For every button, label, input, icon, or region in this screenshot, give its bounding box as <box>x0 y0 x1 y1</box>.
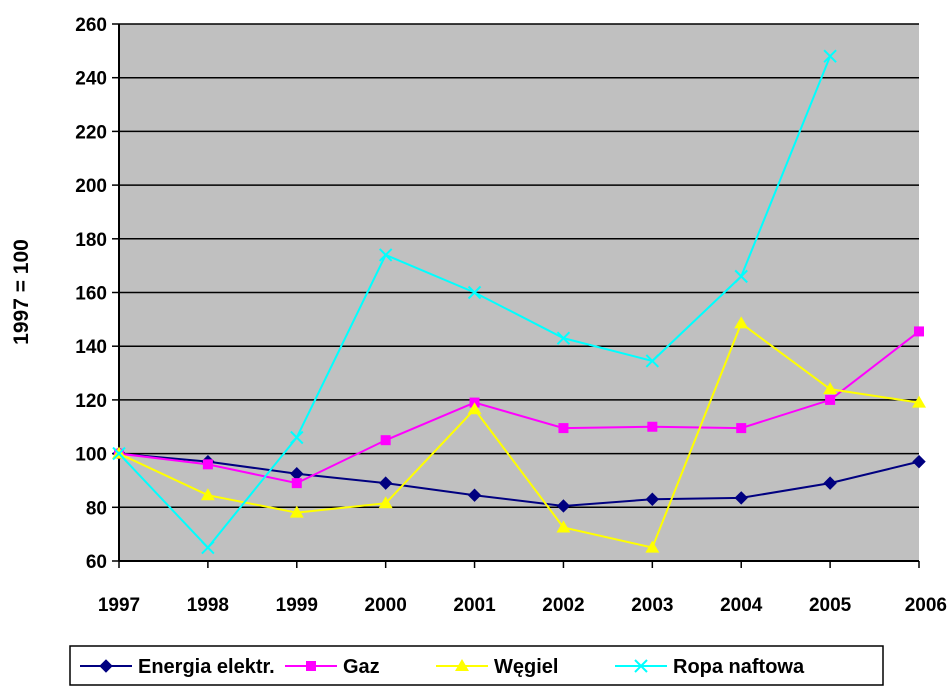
data-point-square <box>306 661 316 671</box>
x-tick-label: 2002 <box>542 595 584 616</box>
y-tick-label: 180 <box>75 230 107 251</box>
legend-label: Gaz <box>343 656 380 678</box>
y-tick-label: 160 <box>75 284 107 305</box>
x-tick-label: 2005 <box>809 595 852 616</box>
data-point-square <box>825 395 835 405</box>
x-tick-label: 2000 <box>365 595 407 616</box>
data-point-square <box>736 423 746 433</box>
data-point-square <box>203 459 213 469</box>
y-axis-label: 1997 = 100 <box>10 239 33 345</box>
x-tick-label: 1999 <box>276 595 318 616</box>
x-tick-label: 2001 <box>453 595 496 616</box>
y-tick-label: 260 <box>75 15 107 36</box>
x-tick-label: 2003 <box>631 595 673 616</box>
data-point-square <box>914 326 924 336</box>
y-tick-labels: 60 80 100 120 140 160 180 200 220 240 260 <box>75 15 119 573</box>
y-tick-label: 240 <box>75 69 107 90</box>
data-point-square <box>647 422 657 432</box>
x-tick-label: 1998 <box>187 595 229 616</box>
y-tick-label: 120 <box>75 391 107 412</box>
legend-label: Węgiel <box>494 656 558 678</box>
y-tick-label: 100 <box>75 445 107 466</box>
y-tick-label: 80 <box>86 498 107 519</box>
data-point-square <box>292 478 302 488</box>
y-tick-label: 140 <box>75 337 107 358</box>
data-point-square <box>558 423 568 433</box>
legend: Energia elektr. Gaz Węgiel Ropa naftowa <box>70 646 883 685</box>
legend-label: Energia elektr. <box>138 656 275 678</box>
y-tick-label: 60 <box>86 552 107 573</box>
x-tick-label: 2006 <box>905 595 947 616</box>
y-tick-label: 200 <box>75 176 107 197</box>
x-tick-labels: 1997 1998 1999 2000 2001 2002 2003 2004 2005 2006 <box>98 561 947 616</box>
legend-label: Ropa naftowa <box>673 656 805 678</box>
x-tick-label: 2004 <box>720 595 763 616</box>
y-tick-label: 220 <box>75 122 107 143</box>
data-point-square <box>381 435 391 445</box>
x-tick-label: 1997 <box>98 595 140 616</box>
